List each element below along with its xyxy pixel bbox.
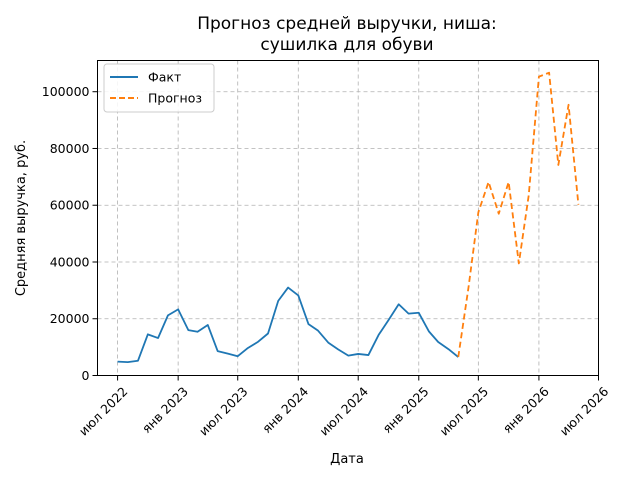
series-layer <box>117 71 580 364</box>
plot-frame <box>97 60 599 376</box>
x-tick-label-5: янв 2025 <box>379 384 431 436</box>
x-tick-label-3: янв 2024 <box>259 384 311 436</box>
x-tick-label-0: июл 2022 <box>76 384 131 439</box>
x-tick-label-1: янв 2023 <box>139 384 191 436</box>
x-tick-label-2: июл 2023 <box>196 384 251 439</box>
x-tick-label-6: июл 2025 <box>437 384 492 439</box>
x-tick-label-4: июл 2024 <box>316 384 371 439</box>
chart-title: Прогноз средней выручки, ниша: сушилка д… <box>197 14 497 55</box>
x-axis-label: Дата <box>330 452 364 467</box>
chart-title-line-1: Прогноз средней выручки, ниша: <box>197 14 497 34</box>
y-tick-label-4: 80000 <box>50 141 90 156</box>
y-tick-label-2: 40000 <box>50 254 90 269</box>
series-line-fact <box>117 286 459 364</box>
series-line-forecast <box>457 71 580 358</box>
y-tick-label-3: 60000 <box>50 198 90 213</box>
legend-label-forecast: Прогноз <box>148 91 202 106</box>
legend-label-fact: Факт <box>148 70 181 85</box>
y-tick-label-1: 20000 <box>50 311 90 326</box>
x-tick-label-8: июл 2026 <box>557 384 612 439</box>
y-axis: 0 20000 40000 60000 80000 100000 <box>42 84 98 383</box>
legend: Факт Прогноз <box>103 63 215 113</box>
chart-title-line-2: сушилка для обуви <box>260 35 433 55</box>
x-axis: июл 2022 янв 2023 июл 2023 янв 2024 июл 2024… <box>76 375 612 439</box>
x-tick-label-7: янв 2026 <box>500 384 552 436</box>
y-tick-label-5: 100000 <box>42 84 90 99</box>
y-axis-label: Средняя выручка, руб. <box>14 140 29 296</box>
y-tick-label-0: 0 <box>82 368 90 383</box>
